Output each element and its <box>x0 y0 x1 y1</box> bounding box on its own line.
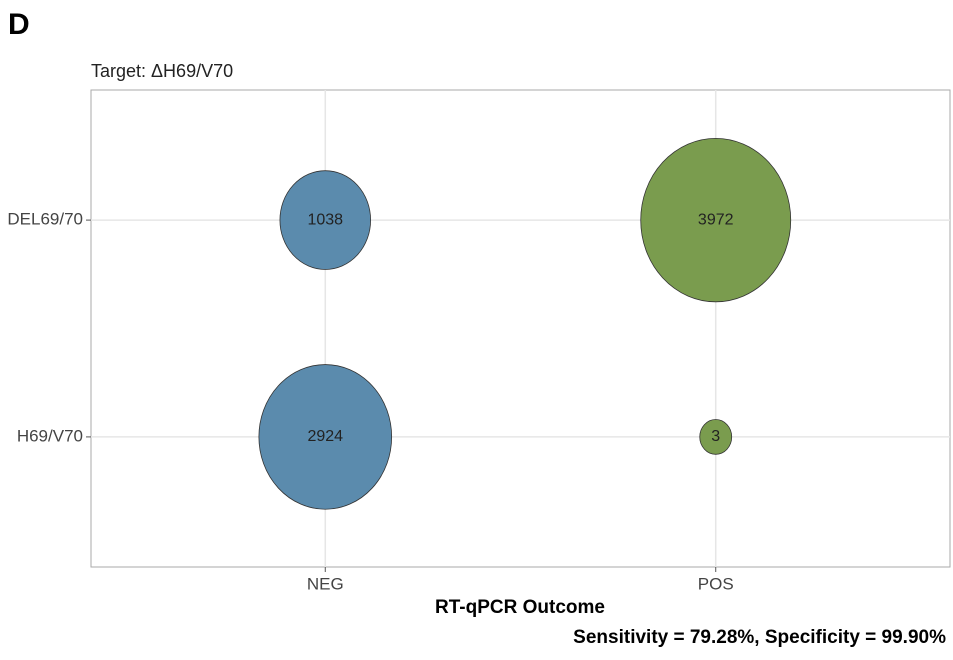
bubble-label: 2924 <box>307 428 343 445</box>
subtitle: Target: ΔH69/V70 <box>91 61 233 81</box>
x-tick-label: POS <box>698 574 734 593</box>
bubble <box>258 364 393 510</box>
panel-label: D <box>8 8 30 41</box>
bubble <box>640 137 792 303</box>
bubble <box>279 170 371 270</box>
y-tick-label: H69/V70 <box>17 426 83 445</box>
bubble <box>699 419 733 455</box>
bubble-label: 3972 <box>698 211 734 228</box>
x-axis-label: RT-qPCR Outcome <box>435 597 605 618</box>
y-tick-label: DEL69/70 <box>7 210 83 229</box>
plot-panel <box>90 89 951 568</box>
bubble-label: 1038 <box>307 211 343 228</box>
x-tick-label: NEG <box>307 574 344 593</box>
caption: Sensitivity = 79.28%, Specificity = 99.9… <box>573 627 946 648</box>
bubble-label: 3 <box>711 428 720 445</box>
